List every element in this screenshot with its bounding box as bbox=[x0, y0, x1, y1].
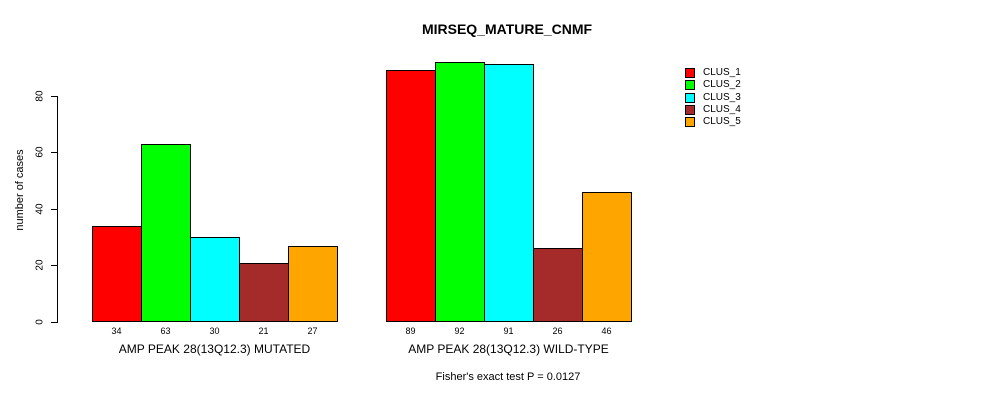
bar-clus_5-group2 bbox=[582, 192, 632, 322]
legend-label-clus_3: CLUS_3 bbox=[703, 91, 741, 103]
bar-value-label: 34 bbox=[111, 326, 122, 336]
legend-swatch-clus_1 bbox=[685, 68, 695, 78]
bar-clus_1-group1 bbox=[92, 226, 142, 322]
group-label: AMP PEAK 28(13Q12.3) WILD-TYPE bbox=[408, 342, 609, 356]
y-tick-label: 20 bbox=[34, 259, 46, 271]
y-tick-label: 80 bbox=[34, 90, 46, 102]
legend-swatch-clus_2 bbox=[685, 80, 695, 91]
y-tick-mark bbox=[51, 208, 57, 210]
y-tick-mark bbox=[51, 265, 57, 267]
group-label: AMP PEAK 28(13Q12.3) MUTATED bbox=[118, 342, 311, 356]
bar-value-label: 91 bbox=[503, 326, 514, 336]
bar-clus_5-group1 bbox=[288, 246, 338, 322]
bar-value-label: 30 bbox=[209, 326, 220, 336]
bar-clus_2-group2 bbox=[435, 62, 485, 322]
bar-value-label: 46 bbox=[601, 326, 612, 336]
bar-value-label: 26 bbox=[552, 326, 563, 336]
bar-value-label: 92 bbox=[454, 326, 465, 336]
bar-clus_2-group1 bbox=[141, 144, 191, 322]
legend-swatch-clus_3 bbox=[685, 92, 695, 103]
chart-title: MIRSEQ_MATURE_CNMF bbox=[421, 21, 593, 37]
legend-label-clus_5: CLUS_5 bbox=[703, 116, 741, 128]
bar-value-label: 63 bbox=[160, 326, 171, 336]
bar-clus_3-group2 bbox=[484, 64, 534, 322]
fisher-test-footnote: Fisher's exact test P = 0.0127 bbox=[435, 371, 581, 383]
y-axis-line bbox=[57, 95, 58, 323]
legend-label-clus_1: CLUS_1 bbox=[703, 67, 741, 78]
y-tick-mark bbox=[51, 95, 57, 97]
legend-swatch-clus_4 bbox=[685, 104, 695, 115]
y-tick-label: 0 bbox=[34, 319, 46, 325]
bar-clus_4-group1 bbox=[239, 263, 289, 322]
y-tick-label: 40 bbox=[34, 203, 46, 215]
bar-value-label: 27 bbox=[307, 326, 318, 336]
y-axis-label: number of cases bbox=[14, 149, 26, 231]
legend-swatch-clus_5 bbox=[685, 117, 695, 128]
bar-clus_3-group1 bbox=[190, 237, 240, 322]
legend-label-clus_2: CLUS_2 bbox=[703, 79, 741, 91]
bar-value-label: 89 bbox=[405, 326, 416, 336]
bar-clus_1-group2 bbox=[386, 70, 436, 322]
bar-value-label: 21 bbox=[258, 326, 269, 336]
y-tick-mark bbox=[51, 152, 57, 154]
y-tick-label: 60 bbox=[34, 146, 46, 158]
y-tick-mark bbox=[51, 322, 57, 323]
legend-label-clus_4: CLUS_4 bbox=[703, 103, 741, 115]
bar-clus_4-group2 bbox=[533, 248, 583, 322]
